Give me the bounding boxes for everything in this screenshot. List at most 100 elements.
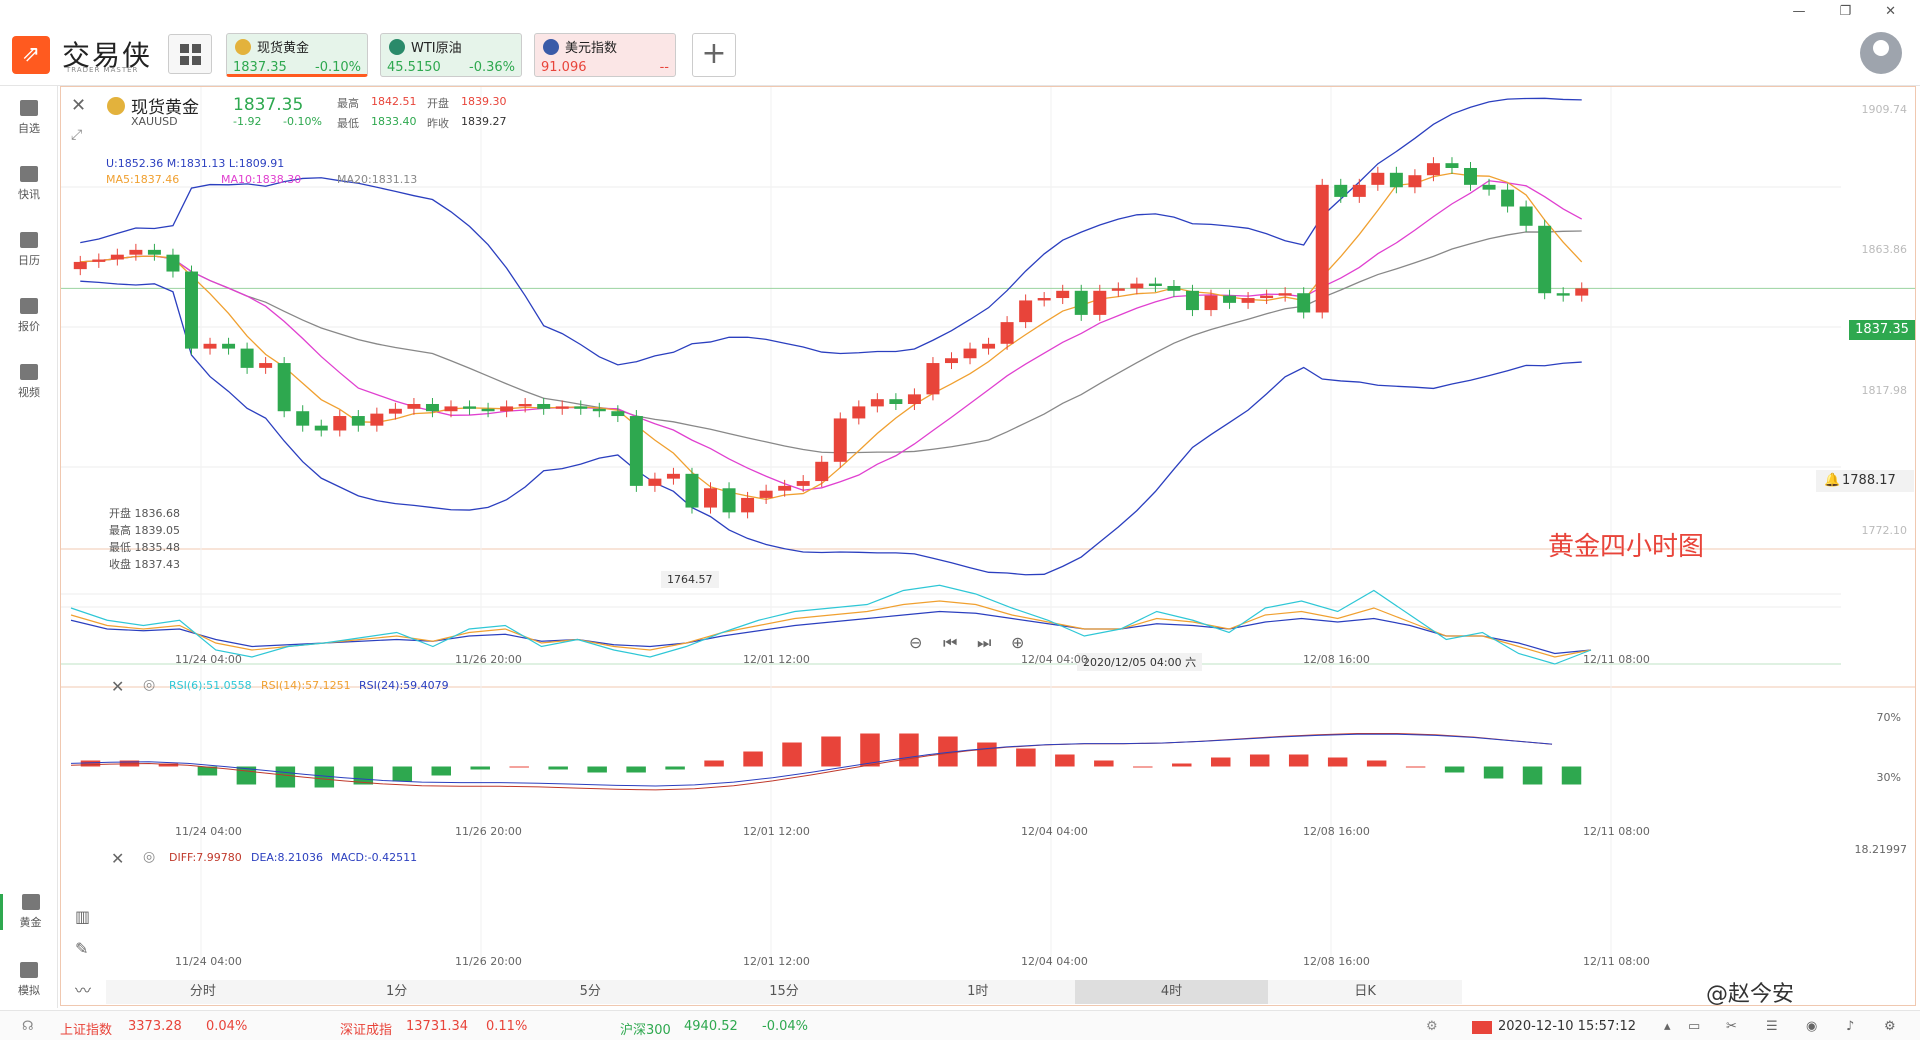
timeframe-tab-tick[interactable]: 分时 xyxy=(189,984,216,999)
index-hs300-name: 沪深300 xyxy=(620,1023,671,1038)
tools-icon[interactable]: ✂ xyxy=(1726,1019,1737,1034)
settings-icon[interactable]: ⚙ xyxy=(1884,1019,1896,1034)
candle xyxy=(1445,163,1459,168)
macd-bar xyxy=(860,733,880,767)
candle xyxy=(1371,172,1385,185)
timeframe-tab-1h[interactable]: 1时 xyxy=(967,984,989,999)
symbol-name[interactable]: 现货黄金 xyxy=(131,98,199,118)
draw-tool-icon[interactable]: ✎ xyxy=(75,939,89,958)
bell-icon: 🔔 xyxy=(1824,473,1841,488)
candle xyxy=(185,271,198,349)
close-window-button[interactable]: ✕ xyxy=(1885,4,1896,19)
ticker-card-gold[interactable]: 现货黄金 1837.35 -0.10% xyxy=(226,33,368,77)
timeframe-tab-4h[interactable]: 4时 xyxy=(1074,980,1269,1004)
plugin-icon[interactable]: ⚙ xyxy=(1426,1019,1438,1034)
skip-forward-icon[interactable]: ⏭ xyxy=(977,633,992,652)
chart-area[interactable]: ✕ ⤢ 现货黄金 XAUUSD 1837.35 -1.92 -0.10% 最高 … xyxy=(60,86,1916,1006)
macd-bar xyxy=(1211,757,1231,767)
sidebar-item-video[interactable]: 视频 xyxy=(0,364,58,400)
price-axis-4: 1772.10 xyxy=(1861,524,1908,537)
ticker-card-oil[interactable]: WTI原油 45.5150 -0.36% xyxy=(380,33,522,77)
candle xyxy=(518,403,532,407)
camera-icon[interactable]: ◉ xyxy=(1806,1019,1818,1034)
macd-bar xyxy=(80,760,101,767)
macd-bars-icon[interactable]: ▥ xyxy=(75,907,91,926)
macd-diff-line xyxy=(70,733,1553,791)
add-ticker-button[interactable]: + xyxy=(692,33,736,77)
sidebar-item-quotes[interactable]: 报价 xyxy=(0,298,58,334)
candle xyxy=(463,406,477,409)
sidebar-item-news[interactable]: 快讯 xyxy=(0,166,58,202)
macd-time-6: 12/11 08:00 xyxy=(1583,955,1650,968)
index-sh-change: 0.04% xyxy=(206,1019,248,1034)
sidebar-item-gold[interactable]: 黄金 xyxy=(0,894,58,930)
rsi6-line xyxy=(70,584,1592,665)
gold-grid-icon xyxy=(21,894,40,910)
candle xyxy=(611,411,625,417)
watermark: @赵今安 xyxy=(1706,982,1795,1007)
candle xyxy=(704,488,717,508)
low-label: 最低 xyxy=(337,117,359,130)
rsi-time-3: 12/01 12:00 xyxy=(743,825,810,838)
skip-back-icon[interactable]: ⏮ xyxy=(943,633,958,652)
mute-icon[interactable]: ♪ xyxy=(1846,1019,1855,1034)
macd-bar xyxy=(1288,754,1309,767)
macd-time-3: 12/01 12:00 xyxy=(743,955,810,968)
index-sz-name: 深证成指 xyxy=(340,1023,393,1038)
macd-bar xyxy=(899,733,919,767)
timeframe-tab-1m[interactable]: 1分 xyxy=(385,984,408,999)
sidebar-item-simulate[interactable]: 模拟 xyxy=(0,962,58,998)
macd-dea-line xyxy=(70,733,1553,787)
expand-arrow-icon[interactable]: ▴ xyxy=(1664,1019,1671,1034)
layout-grid-button[interactable] xyxy=(168,34,212,74)
rsi24-legend: RSI(24):59.4079 xyxy=(359,679,449,692)
macd-time-5: 12/08 16:00 xyxy=(1303,955,1370,968)
rsi-settings-icon[interactable]: ◎ xyxy=(143,677,156,693)
chart-canvas[interactable] xyxy=(61,87,1915,1005)
zoom-out-icon[interactable]: ⊖ xyxy=(909,633,923,652)
boll-upper-line xyxy=(80,97,1582,366)
macd-bar xyxy=(431,766,451,776)
timeframe-tab-15m[interactable]: 15分 xyxy=(769,984,799,999)
high-label: 最高 xyxy=(337,97,359,110)
timeframe-tab-day[interactable]: 日K xyxy=(1354,984,1376,999)
close-rsi-icon[interactable]: ✕ xyxy=(111,677,125,696)
open-value: 1839.30 xyxy=(461,95,507,108)
headset-icon[interactable]: ☊ xyxy=(22,1019,34,1034)
candle xyxy=(685,473,699,508)
restore-button[interactable]: ❐ xyxy=(1839,4,1852,19)
price-alert[interactable]: 🔔 1788.17 xyxy=(1816,470,1914,492)
ohlc-info-box: 开盘 1836.68 最高 1839.05 最低 1835.48 收盘 1837… xyxy=(109,507,180,571)
indicator-icon[interactable]: 〰 xyxy=(75,981,92,1000)
minimize-button[interactable]: — xyxy=(1792,4,1806,19)
user-avatar[interactable] xyxy=(1860,32,1902,74)
sidebar-item-watchlist[interactable]: 自选 xyxy=(0,100,58,136)
candle xyxy=(926,363,940,395)
screen-icon[interactable]: ▭ xyxy=(1688,1019,1701,1034)
sidebar-item-calendar[interactable]: 日历 xyxy=(0,232,58,268)
rsi-time-5: 12/08 16:00 xyxy=(1303,825,1370,838)
macd-bar xyxy=(1016,748,1036,767)
zoom-in-icon[interactable]: ⊕ xyxy=(1011,633,1025,652)
candle xyxy=(907,394,921,404)
candle xyxy=(1111,288,1125,291)
close-chart-icon[interactable]: ✕ xyxy=(71,95,87,116)
macd-settings-icon[interactable]: ◎ xyxy=(143,849,156,865)
macd-value-legend: MACD:-0.42511 xyxy=(331,851,418,864)
candle xyxy=(1223,295,1237,303)
macd-bar xyxy=(509,766,529,768)
price-axis-1: 1909.74 xyxy=(1861,103,1908,116)
expand-icon[interactable]: ⤢ xyxy=(71,127,83,143)
timeframe-tab-5m[interactable]: 5分 xyxy=(579,984,601,999)
candle xyxy=(1130,283,1144,289)
menu-icon[interactable]: ☰ xyxy=(1766,1019,1778,1034)
macd-bar xyxy=(1094,760,1114,767)
macd-bar xyxy=(626,766,646,773)
candle xyxy=(722,488,736,513)
current-price-flag: 1837.35 xyxy=(1849,320,1915,340)
ma20-legend: MA20:1831.13 xyxy=(337,173,418,186)
candle xyxy=(1501,189,1515,207)
ticker-card-dxy[interactable]: 美元指数 91.096 -- xyxy=(534,33,676,77)
close-macd-icon[interactable]: ✕ xyxy=(111,849,125,868)
left-sidebar: 自选 快讯 日历 报价 视频 黄金 模拟 xyxy=(0,86,58,1008)
